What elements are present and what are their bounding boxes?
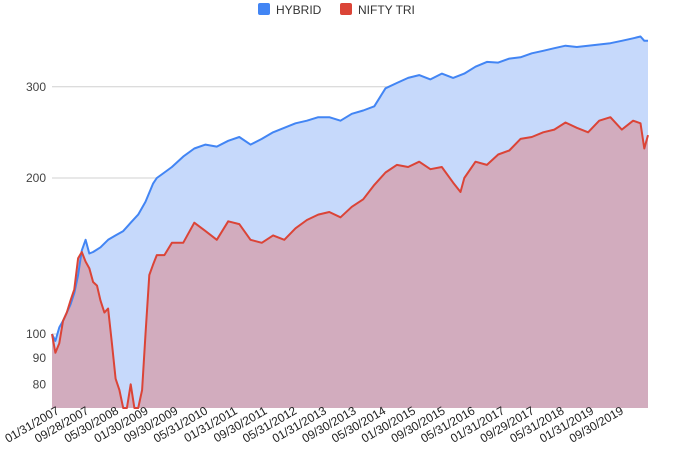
legend-swatch-nifty-tri xyxy=(340,3,352,15)
y-tick-label: 200 xyxy=(26,171,46,185)
y-tick-label: 100 xyxy=(26,327,46,341)
series-areas xyxy=(52,36,648,408)
y-axis-ticks: 80 90 100 200 300 xyxy=(26,80,46,392)
line-nifty-tri xyxy=(51,116,649,409)
y-tick-label: 300 xyxy=(26,80,46,94)
line-hybrid xyxy=(51,35,648,342)
y-tick-label: 90 xyxy=(33,351,47,365)
x-axis-ticks: 01/31/200709/28/200705/30/200801/30/2009… xyxy=(2,403,626,445)
series-lines xyxy=(51,35,649,409)
y-tick-label: 80 xyxy=(33,377,47,391)
legend-swatch-hybrid xyxy=(258,3,270,15)
legend-label-nifty-tri: NIFTY TRI xyxy=(358,3,415,17)
legend: HYBRID NIFTY TRI xyxy=(258,3,415,17)
legend-label-hybrid: HYBRID xyxy=(276,3,322,17)
area-nifty-tri xyxy=(52,117,648,408)
